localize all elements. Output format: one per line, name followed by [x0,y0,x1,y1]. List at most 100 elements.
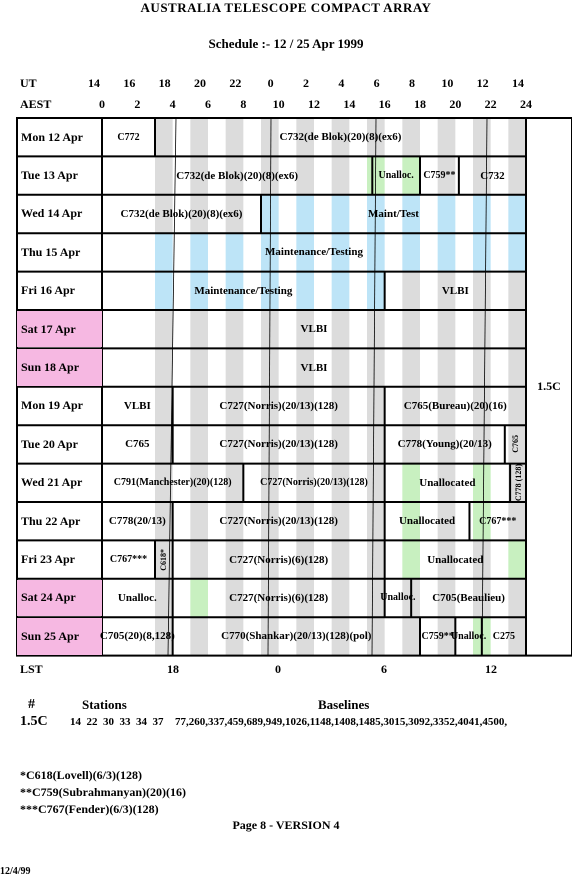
hour-band [402,463,420,502]
schedule-block: Maintenance/Testing [102,272,385,310]
block-label: C705(Beaulieu) [432,591,505,604]
hour-band [331,271,350,310]
schedule-block: VLBI [102,310,526,348]
schedule-block: C727(Norris)(20/13)(128) [243,464,384,502]
block-label: Unallocated [419,476,476,489]
hour-band [296,156,314,195]
hour-band [225,386,244,426]
hour-band [402,310,420,349]
hour-band [190,233,208,272]
hour-band [190,118,208,157]
hour-band [190,156,208,195]
schedule-block: C732(de Blok)(20)(8)(ex6) [155,118,526,156]
ut-tick: 10 [441,76,454,90]
ut-tick: 4 [338,76,345,90]
hour-band [155,348,173,387]
day-label: Sun 25 Apr [17,618,102,655]
ut-tick: 0 [267,76,274,90]
hour-band [296,348,314,387]
date-stamp: 12/4/99 [0,866,31,877]
hour-band [508,348,526,387]
aest-tick: 14 [343,97,356,111]
hour-band [367,194,385,234]
hour-band [296,118,314,157]
page-title: AUSTRALIA TELESCOPE COMPACT ARRAY [140,0,432,15]
hour-band [437,425,456,464]
hour-band [261,194,279,234]
ut-tick: 14 [512,76,524,90]
schedule-block: C765 [102,425,173,463]
block-label: VLBI [441,284,469,297]
hour-band [367,233,385,272]
hour-band [155,386,173,426]
schedule-block: Unallocated [385,464,510,502]
hour-band [190,348,208,387]
aest-tick: 8 [240,97,247,111]
hour-band [437,502,456,541]
hour-band [296,310,314,349]
hour-band [225,156,244,195]
schedule-block: C705(20)(8,128) [100,617,175,655]
block-label: VLBI [123,399,151,412]
hour-band [296,463,314,502]
hour-band [402,233,420,272]
ut-tick: 14 [88,76,100,90]
hour-band [473,386,491,426]
hour-band [508,386,526,426]
day-label: Thu 15 Apr [21,244,81,259]
hour-band [331,463,350,502]
hour-band [296,540,314,579]
hour-band [473,310,491,349]
hour-band [155,502,173,541]
schedule-block: C732(de Blok)(20)(8)(ex6) [102,195,261,233]
schedule-block: Maint/Test [261,195,526,233]
hour-band [296,578,314,618]
hour-band [508,194,526,234]
schedule-block: C778(20/13) [102,502,173,540]
block-label: Unallocated [398,515,456,528]
hour-band [261,118,279,157]
hour-band [225,540,244,579]
hour-band [402,502,420,541]
hour-band [437,271,456,310]
lst-guide-line [267,117,272,656]
block-label: C765(Bureau)(20)(16) [403,399,507,412]
hour-band [473,233,491,272]
ut-tick: 2 [303,76,309,90]
day-label: Mon 12 Apr [21,129,84,144]
hour-band [473,578,491,618]
block-label: C772 [117,131,140,143]
hour-band [261,502,279,541]
hour-band [261,617,279,656]
hour-band [331,156,350,195]
lst-tick: 0 [275,662,281,676]
hour-band [261,156,279,195]
stations-config: 1.5C [20,714,48,729]
hour-band [296,425,314,464]
block-label: C732(de Blok)(20)(8)(ex6) [120,207,243,220]
block-label: C727(Norris)(20/13)(128) [219,438,338,451]
hour-band [437,233,456,272]
schedule-block: Unallocated [385,540,526,578]
hour-band [367,386,385,426]
hour-band [508,233,526,272]
ut-tick: 18 [158,76,171,90]
lst-tick: 18 [167,662,179,676]
hour-band [437,386,456,426]
block-label: C778(20/13) [108,515,166,528]
lst-tick: 12 [485,662,497,676]
hour-band [225,425,244,464]
block-label: Unalloc. [380,592,416,604]
block-label: C275 [492,630,516,642]
schedule-block: C275 [482,617,526,655]
stations-list: 14 22 30 33 34 37 [70,716,164,728]
hour-band [225,463,244,502]
hour-band [331,540,350,579]
block-label: C778(Young)(20/13) [397,438,492,451]
day-label: Fri 16 Apr [21,283,75,298]
hour-band [296,386,314,426]
hour-band [155,156,173,195]
schedule-block: C767*** [102,540,155,578]
schedule-block: C732(de Blok)(20)(8)(ex6) [102,156,372,194]
day-label: Sun 18 Apr [17,349,102,386]
